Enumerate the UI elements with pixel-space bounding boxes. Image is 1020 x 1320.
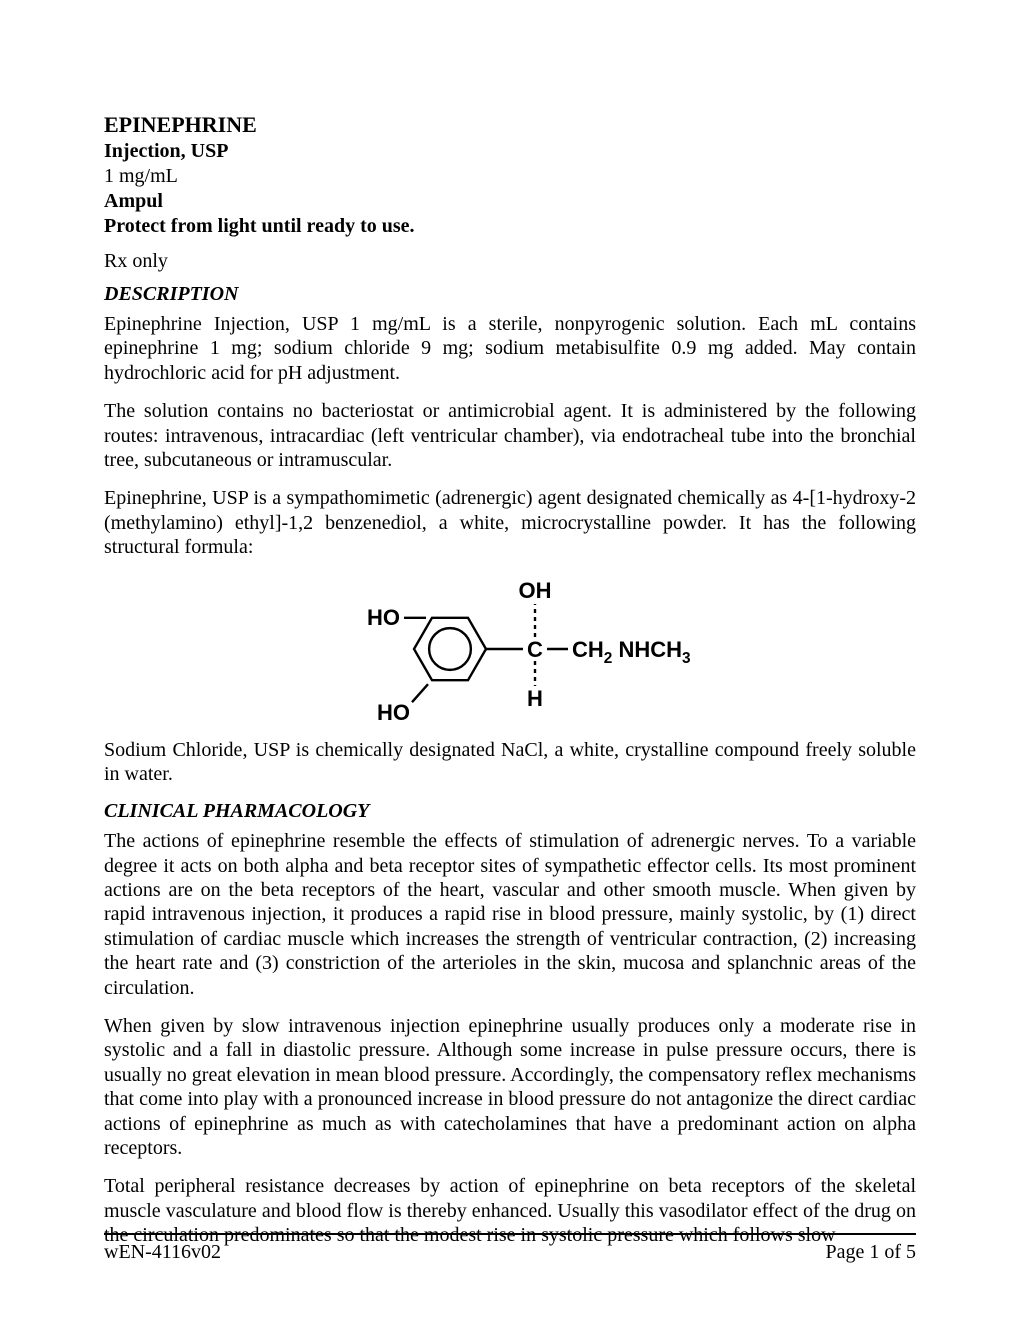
formula-svg: OH HC HO HO CH2 NHCH3 — [330, 574, 690, 724]
description-p3: Epinephrine, USP is a sympathomimetic (a… — [104, 486, 916, 559]
svg-text:HO: HO — [377, 700, 410, 724]
doc-id: wEN-4116v02 — [104, 1241, 221, 1264]
protect-line: Protect from light until ready to use. — [104, 215, 916, 238]
clinical-p2: When given by slow intravenous injection… — [104, 1014, 916, 1160]
description-p4: Sodium Chloride, USP is chemically desig… — [104, 738, 916, 787]
svg-text:HO: HO — [367, 604, 400, 629]
page-content: EPINEPHRINE Injection, USP 1 mg/mL Ampul… — [0, 0, 1020, 1248]
drug-title: EPINEPHRINE — [104, 112, 916, 138]
svg-text:CH2 NHCH3: CH2 NHCH3 — [572, 637, 690, 667]
section-clinical-heading: CLINICAL PHARMACOLOGY — [104, 800, 916, 823]
svg-text:OH: OH — [519, 578, 552, 603]
footer-rule — [104, 1233, 916, 1235]
clinical-p1: The actions of epinephrine resemble the … — [104, 829, 916, 1000]
strength-line: 1 mg/mL — [104, 165, 916, 188]
description-p1: Epinephrine Injection, USP 1 mg/mL is a … — [104, 312, 916, 385]
section-description-heading: DESCRIPTION — [104, 283, 916, 306]
form-line: Injection, USP — [104, 140, 916, 163]
ampul-line: Ampul — [104, 190, 916, 213]
page-footer: wEN-4116v02 Page 1 of 5 — [104, 1233, 916, 1264]
svg-text:C: C — [527, 637, 543, 662]
svg-text:H: H — [527, 686, 543, 711]
description-p2: The solution contains no bacteriostat or… — [104, 399, 916, 472]
page-number: Page 1 of 5 — [825, 1241, 916, 1264]
structural-formula: OH HC HO HO CH2 NHCH3 — [104, 574, 916, 724]
rx-only: Rx only — [104, 250, 916, 273]
